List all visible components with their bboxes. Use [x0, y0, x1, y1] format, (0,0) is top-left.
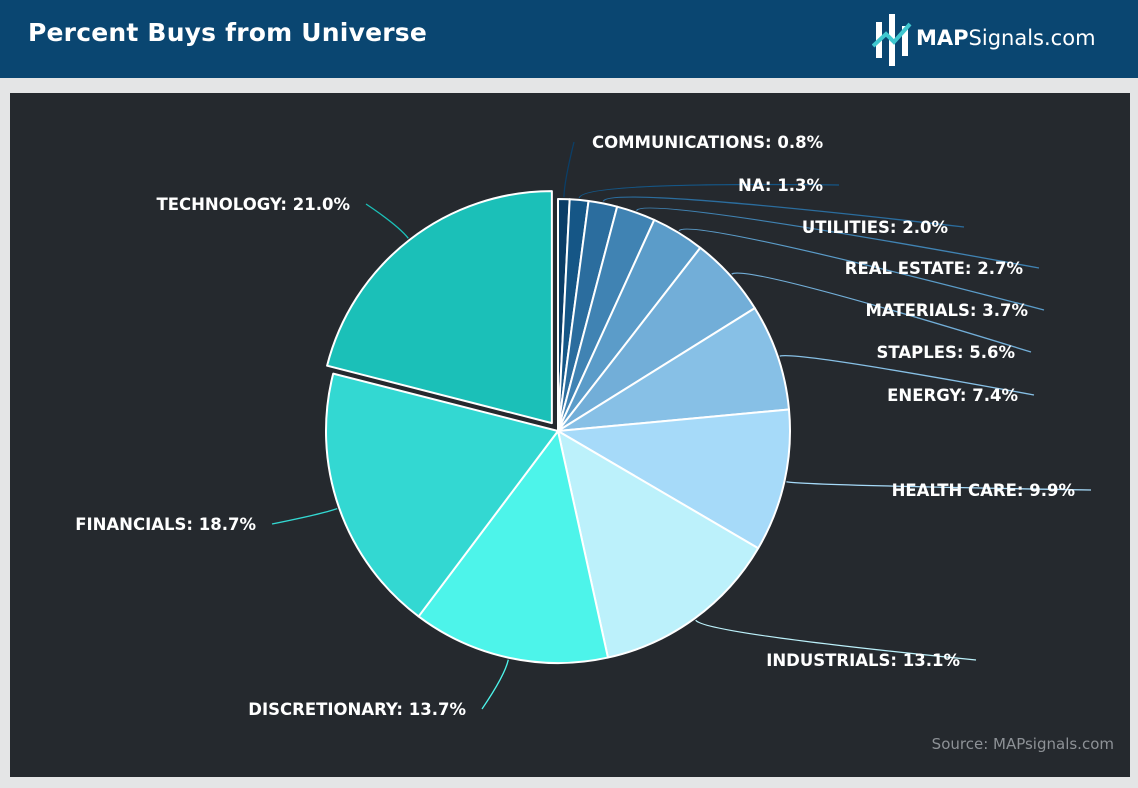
brand-logo-icon	[872, 14, 912, 66]
slice-leader-line	[779, 355, 1035, 396]
pie-slice	[325, 372, 559, 618]
slice-label: INDUSTRIALS: 13.1%	[766, 651, 960, 670]
slice-label: TECHNOLOGY: 21.0%	[156, 195, 350, 214]
header-bar: Percent Buys from Universe MAPSignals.co…	[0, 0, 1138, 78]
pie-chart: COMMUNICATIONS: 0.8% NA: 1.3% UTILITIES: 2…	[75, 133, 1092, 719]
slice-label: MATERIALS: 3.7%	[865, 301, 1028, 320]
brand-name-bold: MAP	[916, 26, 969, 50]
slice-label: UTILITIES: 2.0%	[802, 218, 949, 237]
slice-leader-line	[695, 619, 977, 661]
slice-leader-line	[602, 196, 965, 228]
pie-slice	[557, 430, 760, 659]
chart-panel: COMMUNICATIONS: 0.8% NA: 1.3% UTILITIES: 2…	[10, 93, 1130, 777]
slice-label: COMMUNICATIONS: 0.8%	[592, 133, 824, 152]
slice-leader-line	[563, 141, 575, 198]
slice-leader-line	[481, 659, 509, 710]
brand-logo: MAPSignals.com	[870, 10, 1120, 68]
brand-name: MAPSignals.com	[916, 26, 1096, 50]
slice-label: DISCRETIONARY: 13.7%	[248, 700, 466, 719]
slice-leader-line	[635, 207, 1040, 269]
slice-label: FINANCIALS: 18.7%	[75, 515, 256, 534]
slice-label: ENERGY: 7.4%	[887, 386, 1018, 405]
pie-slice	[417, 430, 609, 665]
slice-leader-line	[578, 183, 840, 199]
pie-slice	[557, 307, 790, 432]
pie-slice	[326, 190, 553, 425]
slice-leader-line	[786, 481, 1092, 491]
pie-slice	[557, 408, 791, 550]
slice-label: NA: 1.3%	[738, 176, 823, 195]
brand-name-rest: Signals.com	[968, 26, 1096, 50]
slice-leader-line	[678, 228, 1045, 311]
slice-label: REAL ESTATE: 2.7%	[845, 259, 1024, 278]
slice-label: HEALTH CARE: 9.9%	[892, 481, 1076, 500]
page-title: Percent Buys from Universe	[28, 18, 427, 47]
slice-leader-line	[731, 272, 1032, 353]
slice-label: STAPLES: 5.6%	[877, 343, 1016, 362]
slice-leader-line	[271, 507, 338, 525]
source-note: Source: MAPsignals.com	[931, 735, 1114, 753]
slice-leader-line	[365, 203, 409, 239]
